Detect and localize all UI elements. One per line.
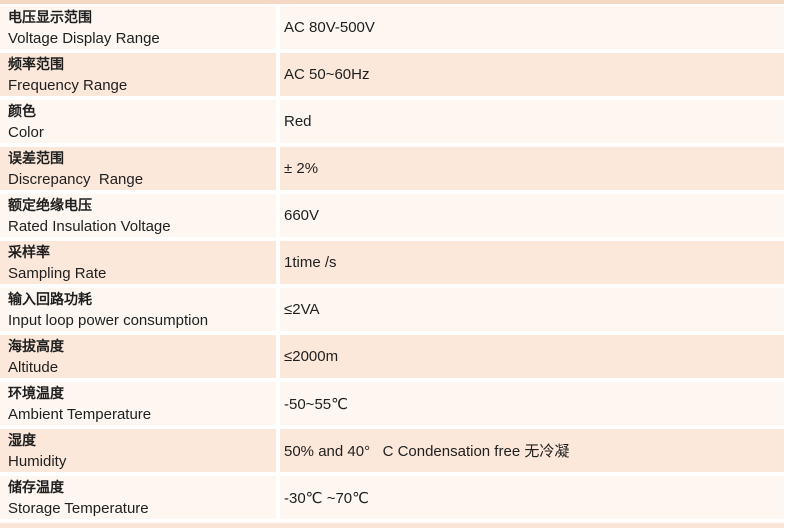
table-row: 输入回路功耗 Input loop power consumption ≤2VA xyxy=(0,288,784,331)
spec-value: ± 2% xyxy=(284,160,319,177)
spec-value: -30℃ ~70℃ xyxy=(284,489,369,507)
spec-value: Red xyxy=(284,113,312,130)
spec-label-en: Humidity xyxy=(8,452,67,470)
spec-value-cell: 660V xyxy=(280,194,784,237)
table-row: 环境温度 Ambient Temperature -50~55℃ xyxy=(0,382,784,425)
spec-value-cell: -30℃ ~70℃ xyxy=(280,476,784,519)
spec-label-cell: 电压显示范围 Voltage Display Range xyxy=(0,6,276,49)
spec-label-cell: 储存温度 Storage Temperature xyxy=(0,476,276,519)
spec-label-cell: 采样率 Sampling Rate xyxy=(0,241,276,284)
spec-label-en: Input loop power consumption xyxy=(8,311,209,329)
spec-label-en: Rated Insulation Voltage xyxy=(8,217,171,235)
spec-label-zh: 储存温度 xyxy=(8,478,64,495)
table-top-edge-strip xyxy=(0,0,784,4)
spec-value: 50% and 40° C Condensation free 无冷凝 xyxy=(284,443,570,460)
spec-value-cell: AC 80V-500V xyxy=(280,6,784,49)
spec-value: ≤2000m xyxy=(284,348,339,365)
spec-label-en: Color xyxy=(8,123,44,141)
spec-label-zh: 误差范围 xyxy=(8,149,64,166)
spec-label-en: Ambient Temperature xyxy=(8,405,152,423)
spec-label-zh: 额定绝缘电压 xyxy=(8,196,92,213)
table-row: 海拔高度 Altitude ≤2000m xyxy=(0,335,784,378)
spec-value: AC 80V-500V xyxy=(284,19,375,36)
spec-label-en: Sampling Rate xyxy=(8,264,107,282)
spec-value-cell: 50% and 40° C Condensation free 无冷凝 xyxy=(280,429,784,472)
spec-label-zh: 电压显示范围 xyxy=(8,8,92,25)
table-row: 采样率 Sampling Rate 1time /s xyxy=(0,241,784,284)
spec-value-cell: ≤2000m xyxy=(280,335,784,378)
spec-label-zh: 海拔高度 xyxy=(8,337,64,354)
spec-label-en: Storage Temperature xyxy=(8,499,149,517)
spec-value-cell: AC 50~60Hz xyxy=(280,53,784,96)
table-row: 误差范围 Discrepancy Range ± 2% xyxy=(0,147,784,190)
table-row: 电压显示范围 Voltage Display Range AC 80V-500V xyxy=(0,6,784,49)
spec-label-zh: 采样率 xyxy=(8,243,50,260)
spec-label-en: Voltage Display Range xyxy=(8,29,160,47)
table-row: 储存温度 Storage Temperature -30℃ ~70℃ xyxy=(0,476,784,519)
spec-label-zh: 湿度 xyxy=(8,431,36,448)
spec-label-cell: 额定绝缘电压 Rated Insulation Voltage xyxy=(0,194,276,237)
spec-label-cell: 颜色 Color xyxy=(0,100,276,143)
spec-label-cell: 湿度 Humidity xyxy=(0,429,276,472)
table-row: 湿度 Humidity 50% and 40° C Condensation f… xyxy=(0,429,784,472)
spec-label-zh: 环境温度 xyxy=(8,384,64,401)
table-row: 颜色 Color Red xyxy=(0,100,784,143)
spec-label-zh: 颜色 xyxy=(8,102,36,119)
spec-label-cell: 频率范围 Frequency Range xyxy=(0,53,276,96)
table-bottom-edge-strip xyxy=(0,523,784,528)
spec-label-en: Discrepancy Range xyxy=(8,170,144,188)
table-row: 额定绝缘电压 Rated Insulation Voltage 660V xyxy=(0,194,784,237)
spec-label-zh: 输入回路功耗 xyxy=(8,290,92,307)
spec-value: -50~55℃ xyxy=(284,395,348,413)
spec-label-cell: 输入回路功耗 Input loop power consumption xyxy=(0,288,276,331)
spec-value: AC 50~60Hz xyxy=(284,66,370,83)
spec-value-cell: ≤2VA xyxy=(280,288,784,331)
table-row: 频率范围 Frequency Range AC 50~60Hz xyxy=(0,53,784,96)
spec-value-cell: ± 2% xyxy=(280,147,784,190)
spec-label-en: Frequency Range xyxy=(8,76,128,94)
spec-value: 1time /s xyxy=(284,254,337,271)
spec-label-zh: 频率范围 xyxy=(8,55,64,72)
spec-value: ≤2VA xyxy=(284,301,320,318)
spec-label-en: Altitude xyxy=(8,358,59,376)
spec-label-cell: 海拔高度 Altitude xyxy=(0,335,276,378)
spec-label-cell: 误差范围 Discrepancy Range xyxy=(0,147,276,190)
spec-value-cell: 1time /s xyxy=(280,241,784,284)
spec-value: 660V xyxy=(284,207,320,224)
spec-value-cell: -50~55℃ xyxy=(280,382,784,425)
spec-label-cell: 环境温度 Ambient Temperature xyxy=(0,382,276,425)
spec-value-cell: Red xyxy=(280,100,784,143)
